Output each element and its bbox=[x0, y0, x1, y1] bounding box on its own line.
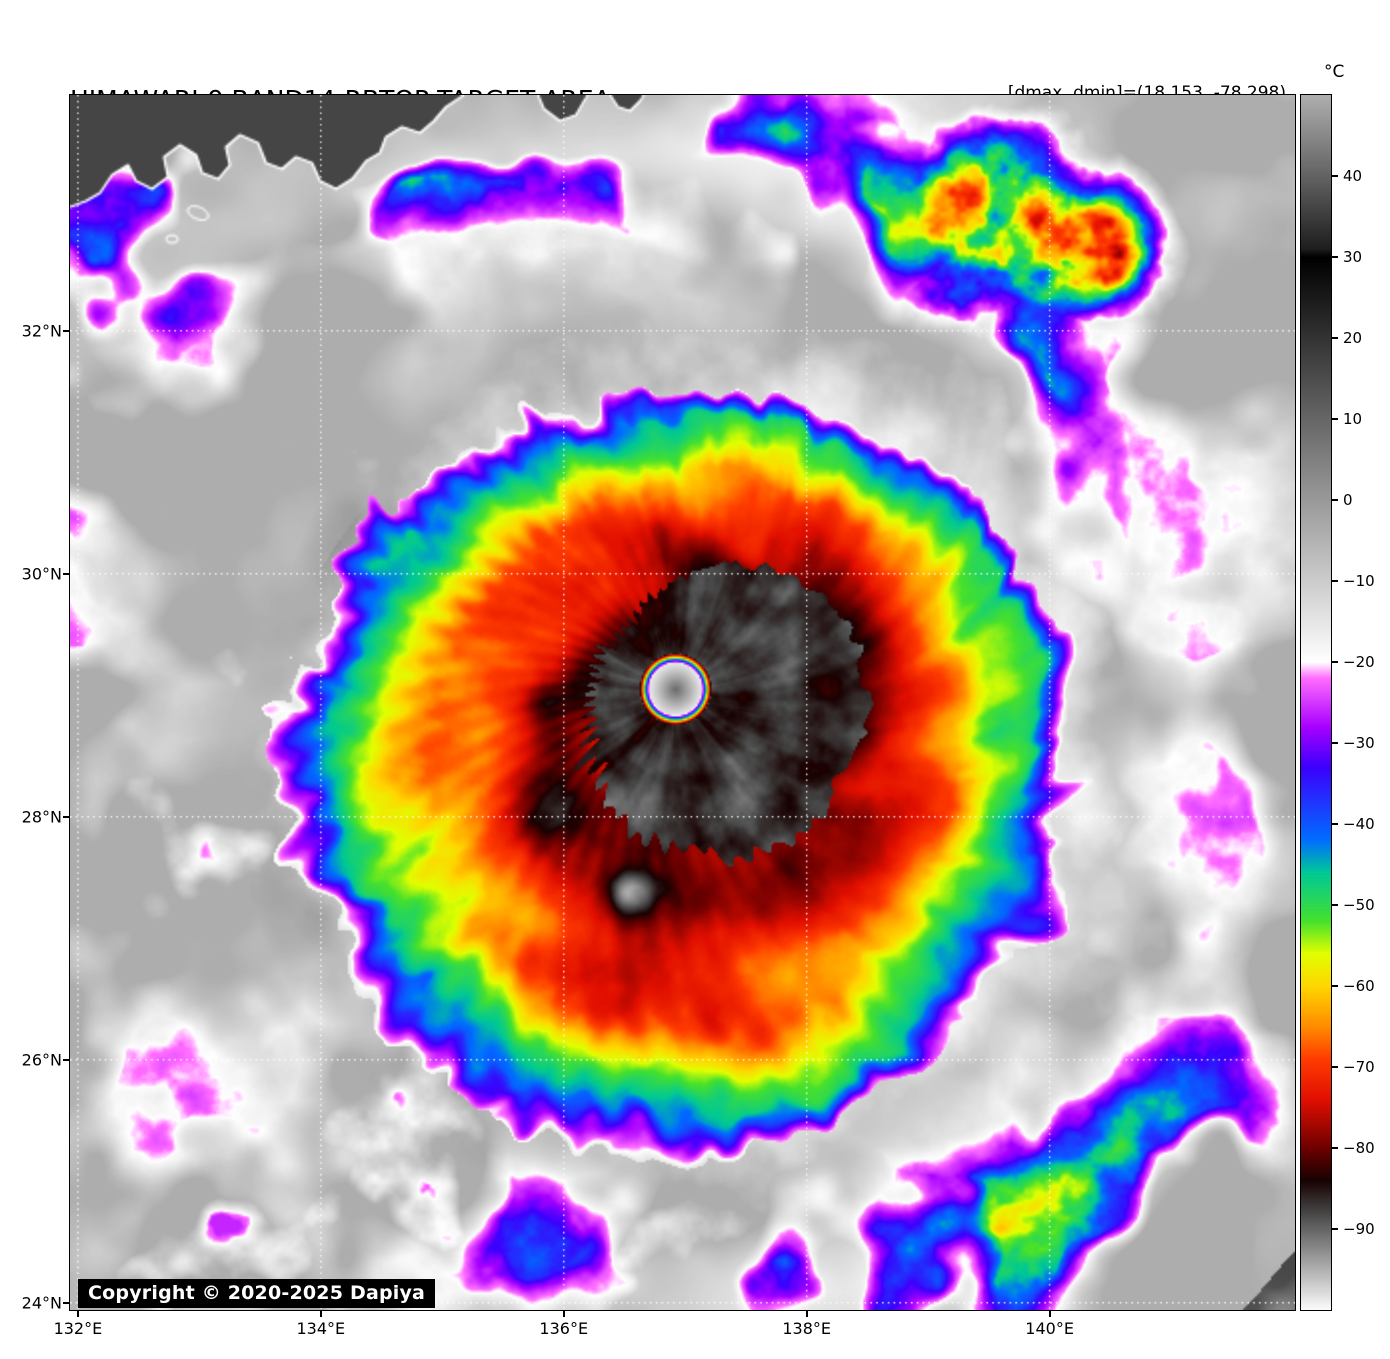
lat-tickmark bbox=[63, 1058, 69, 1061]
colorbar-tickmark bbox=[1332, 580, 1338, 582]
colorbar-tickmark bbox=[1332, 661, 1338, 663]
lon-tickmark bbox=[76, 1311, 79, 1317]
colorbar-tickmark bbox=[1332, 337, 1338, 339]
copyright-badge: Copyright © 2020-2025 Dapiya bbox=[78, 1279, 436, 1308]
colorbar-tickmark bbox=[1332, 904, 1338, 906]
colorbar-tick-label: −50 bbox=[1343, 896, 1375, 914]
lat-tickmark bbox=[63, 329, 69, 332]
lon-tickmark bbox=[1048, 1311, 1051, 1317]
lon-tickmark bbox=[805, 1311, 808, 1317]
colorbar-tick-label: 20 bbox=[1343, 329, 1363, 347]
colorbar-tick-label: −70 bbox=[1343, 1058, 1375, 1076]
lat-tickmark bbox=[63, 815, 69, 818]
lon-tickmark bbox=[562, 1311, 565, 1317]
colorbar-tick-label: −20 bbox=[1343, 653, 1375, 671]
colorbar-tick-label: −90 bbox=[1343, 1220, 1375, 1238]
colorbar-tick-label: 30 bbox=[1343, 248, 1363, 266]
colorbar-canvas bbox=[1301, 95, 1331, 1310]
colorbar-tickmark bbox=[1332, 499, 1338, 501]
colorbar-tickmark bbox=[1332, 985, 1338, 987]
lat-tickmark bbox=[63, 572, 69, 575]
colorbar-tick-label: −60 bbox=[1343, 977, 1375, 995]
colorbar-tickmark bbox=[1332, 418, 1338, 420]
colorbar-tickmark bbox=[1332, 823, 1338, 825]
colorbar-tick-label: −10 bbox=[1343, 572, 1375, 590]
lat-tickmark bbox=[63, 1301, 69, 1304]
colorbar-tickmark bbox=[1332, 1147, 1338, 1149]
colorbar-tickmark bbox=[1332, 1228, 1338, 1230]
lon-tick-label: 132°E bbox=[53, 1319, 103, 1338]
colorbar bbox=[1300, 94, 1332, 1311]
grid-overlay-canvas bbox=[70, 95, 1295, 1310]
colorbar-tickmark bbox=[1332, 256, 1338, 258]
lon-tick-label: 138°E bbox=[782, 1319, 832, 1338]
map-area: Copyright © 2020-2025 Dapiya bbox=[69, 94, 1296, 1311]
lon-tick-label: 140°E bbox=[1025, 1319, 1074, 1338]
colorbar-tick-label: 10 bbox=[1343, 410, 1363, 428]
colorbar-tickmark bbox=[1332, 175, 1338, 177]
lat-tick-label: 24°N bbox=[21, 1293, 62, 1313]
lat-tick-label: 28°N bbox=[21, 807, 62, 827]
colorbar-tickmark bbox=[1332, 1066, 1338, 1068]
lat-tick-label: 32°N bbox=[21, 321, 62, 341]
colorbar-tick-label: −80 bbox=[1343, 1139, 1375, 1157]
lat-tick-label: 26°N bbox=[21, 1050, 62, 1070]
colorbar-tick-label: 40 bbox=[1343, 167, 1363, 185]
lon-tickmark bbox=[319, 1311, 322, 1317]
lon-tick-label: 136°E bbox=[539, 1319, 589, 1338]
lon-tick-label: 134°E bbox=[296, 1319, 346, 1338]
colorbar-unit-label: °C bbox=[1324, 62, 1345, 82]
colorbar-tickmark bbox=[1332, 742, 1338, 744]
lat-tick-label: 30°N bbox=[21, 564, 62, 584]
colorbar-tick-label: 0 bbox=[1343, 491, 1353, 509]
colorbar-tick-label: −30 bbox=[1343, 734, 1375, 752]
colorbar-tick-label: −40 bbox=[1343, 815, 1375, 833]
